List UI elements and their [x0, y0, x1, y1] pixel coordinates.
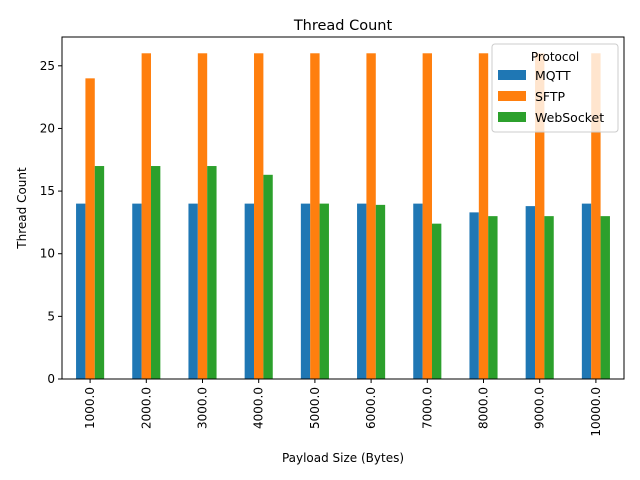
legend: Protocol MQTT SFTP WebSocket: [491, 43, 619, 133]
x-axis-label: Payload Size (Bytes): [282, 451, 404, 465]
bar-websocket-3: [263, 174, 273, 379]
bar-sftp-1: [141, 53, 151, 379]
bar-websocket-8: [544, 216, 554, 379]
bar-websocket-9: [600, 216, 610, 379]
bar-mqtt-3: [244, 203, 255, 379]
plot-frame: [61, 36, 625, 380]
y-tick-label: 5: [47, 309, 55, 323]
bar-mqtt-1: [132, 203, 142, 379]
legend-label-sftp: SFTP: [535, 89, 566, 104]
bars-group: [76, 53, 610, 379]
y-tick-label: 10: [40, 247, 55, 261]
bar-websocket-7: [488, 216, 498, 379]
bar-mqtt-4: [300, 203, 311, 379]
bar-websocket-0: [94, 166, 105, 379]
bar-mqtt-6: [413, 203, 423, 379]
bar-sftp-5: [366, 53, 376, 379]
bar-mqtt-8: [525, 206, 536, 379]
bar-mqtt-2: [188, 203, 198, 379]
bar-mqtt-9: [581, 203, 592, 379]
legend-label-mqtt: MQTT: [535, 68, 571, 83]
bar-mqtt-7: [469, 212, 479, 379]
legend-title: Protocol: [531, 50, 579, 64]
x-tick-label: 6000.0: [364, 387, 378, 429]
x-tick-label: 3000.0: [196, 387, 210, 429]
legend-swatch-mqtt: [498, 70, 526, 80]
bar-mqtt-5: [357, 203, 367, 379]
legend-swatch-sftp: [498, 91, 526, 101]
x-tick-label: 10000.0: [589, 387, 603, 437]
bar-mqtt-0: [76, 203, 86, 379]
x-tick-label: 7000.0: [420, 387, 434, 429]
legend-label-websocket: WebSocket: [535, 110, 604, 125]
y-tick-label: 0: [47, 372, 55, 386]
bar-sftp-8: [535, 53, 545, 379]
x-tick-label: 9000.0: [533, 387, 547, 429]
bar-websocket-2: [207, 166, 217, 379]
bar-sftp-7: [478, 53, 489, 379]
x-tick-label: 5000.0: [308, 387, 322, 429]
y-tick-label: 20: [40, 121, 55, 135]
bar-sftp-4: [310, 53, 320, 379]
x-tick-label: 4000.0: [252, 387, 266, 429]
x-axis: 1000.0 2000.0 3000.0 4000.0 5000.0 6000.0 7000…: [83, 379, 603, 437]
bar-sftp-3: [254, 53, 264, 379]
legend-box: [491, 43, 619, 133]
bar-websocket-6: [431, 223, 442, 379]
bar-websocket-5: [375, 204, 386, 379]
bar-websocket-1: [150, 166, 161, 379]
chart-title: Thread Count: [293, 18, 393, 34]
y-axis-label: Thread Count: [15, 167, 29, 250]
x-tick-label: 2000.0: [139, 387, 153, 429]
bar-sftp-9: [591, 53, 601, 379]
bar-sftp-2: [197, 53, 208, 379]
x-tick-label: 8000.0: [477, 387, 491, 429]
bar-websocket-4: [319, 203, 329, 379]
bar-sftp-6: [422, 53, 432, 379]
x-tick-label: 1000.0: [83, 387, 97, 429]
y-axis: 0 5 10 15 20 25: [40, 59, 62, 386]
y-tick-label: 15: [40, 184, 55, 198]
legend-swatch-websocket: [498, 112, 526, 122]
bar-sftp-0: [85, 78, 95, 379]
y-tick-label: 25: [40, 59, 55, 73]
